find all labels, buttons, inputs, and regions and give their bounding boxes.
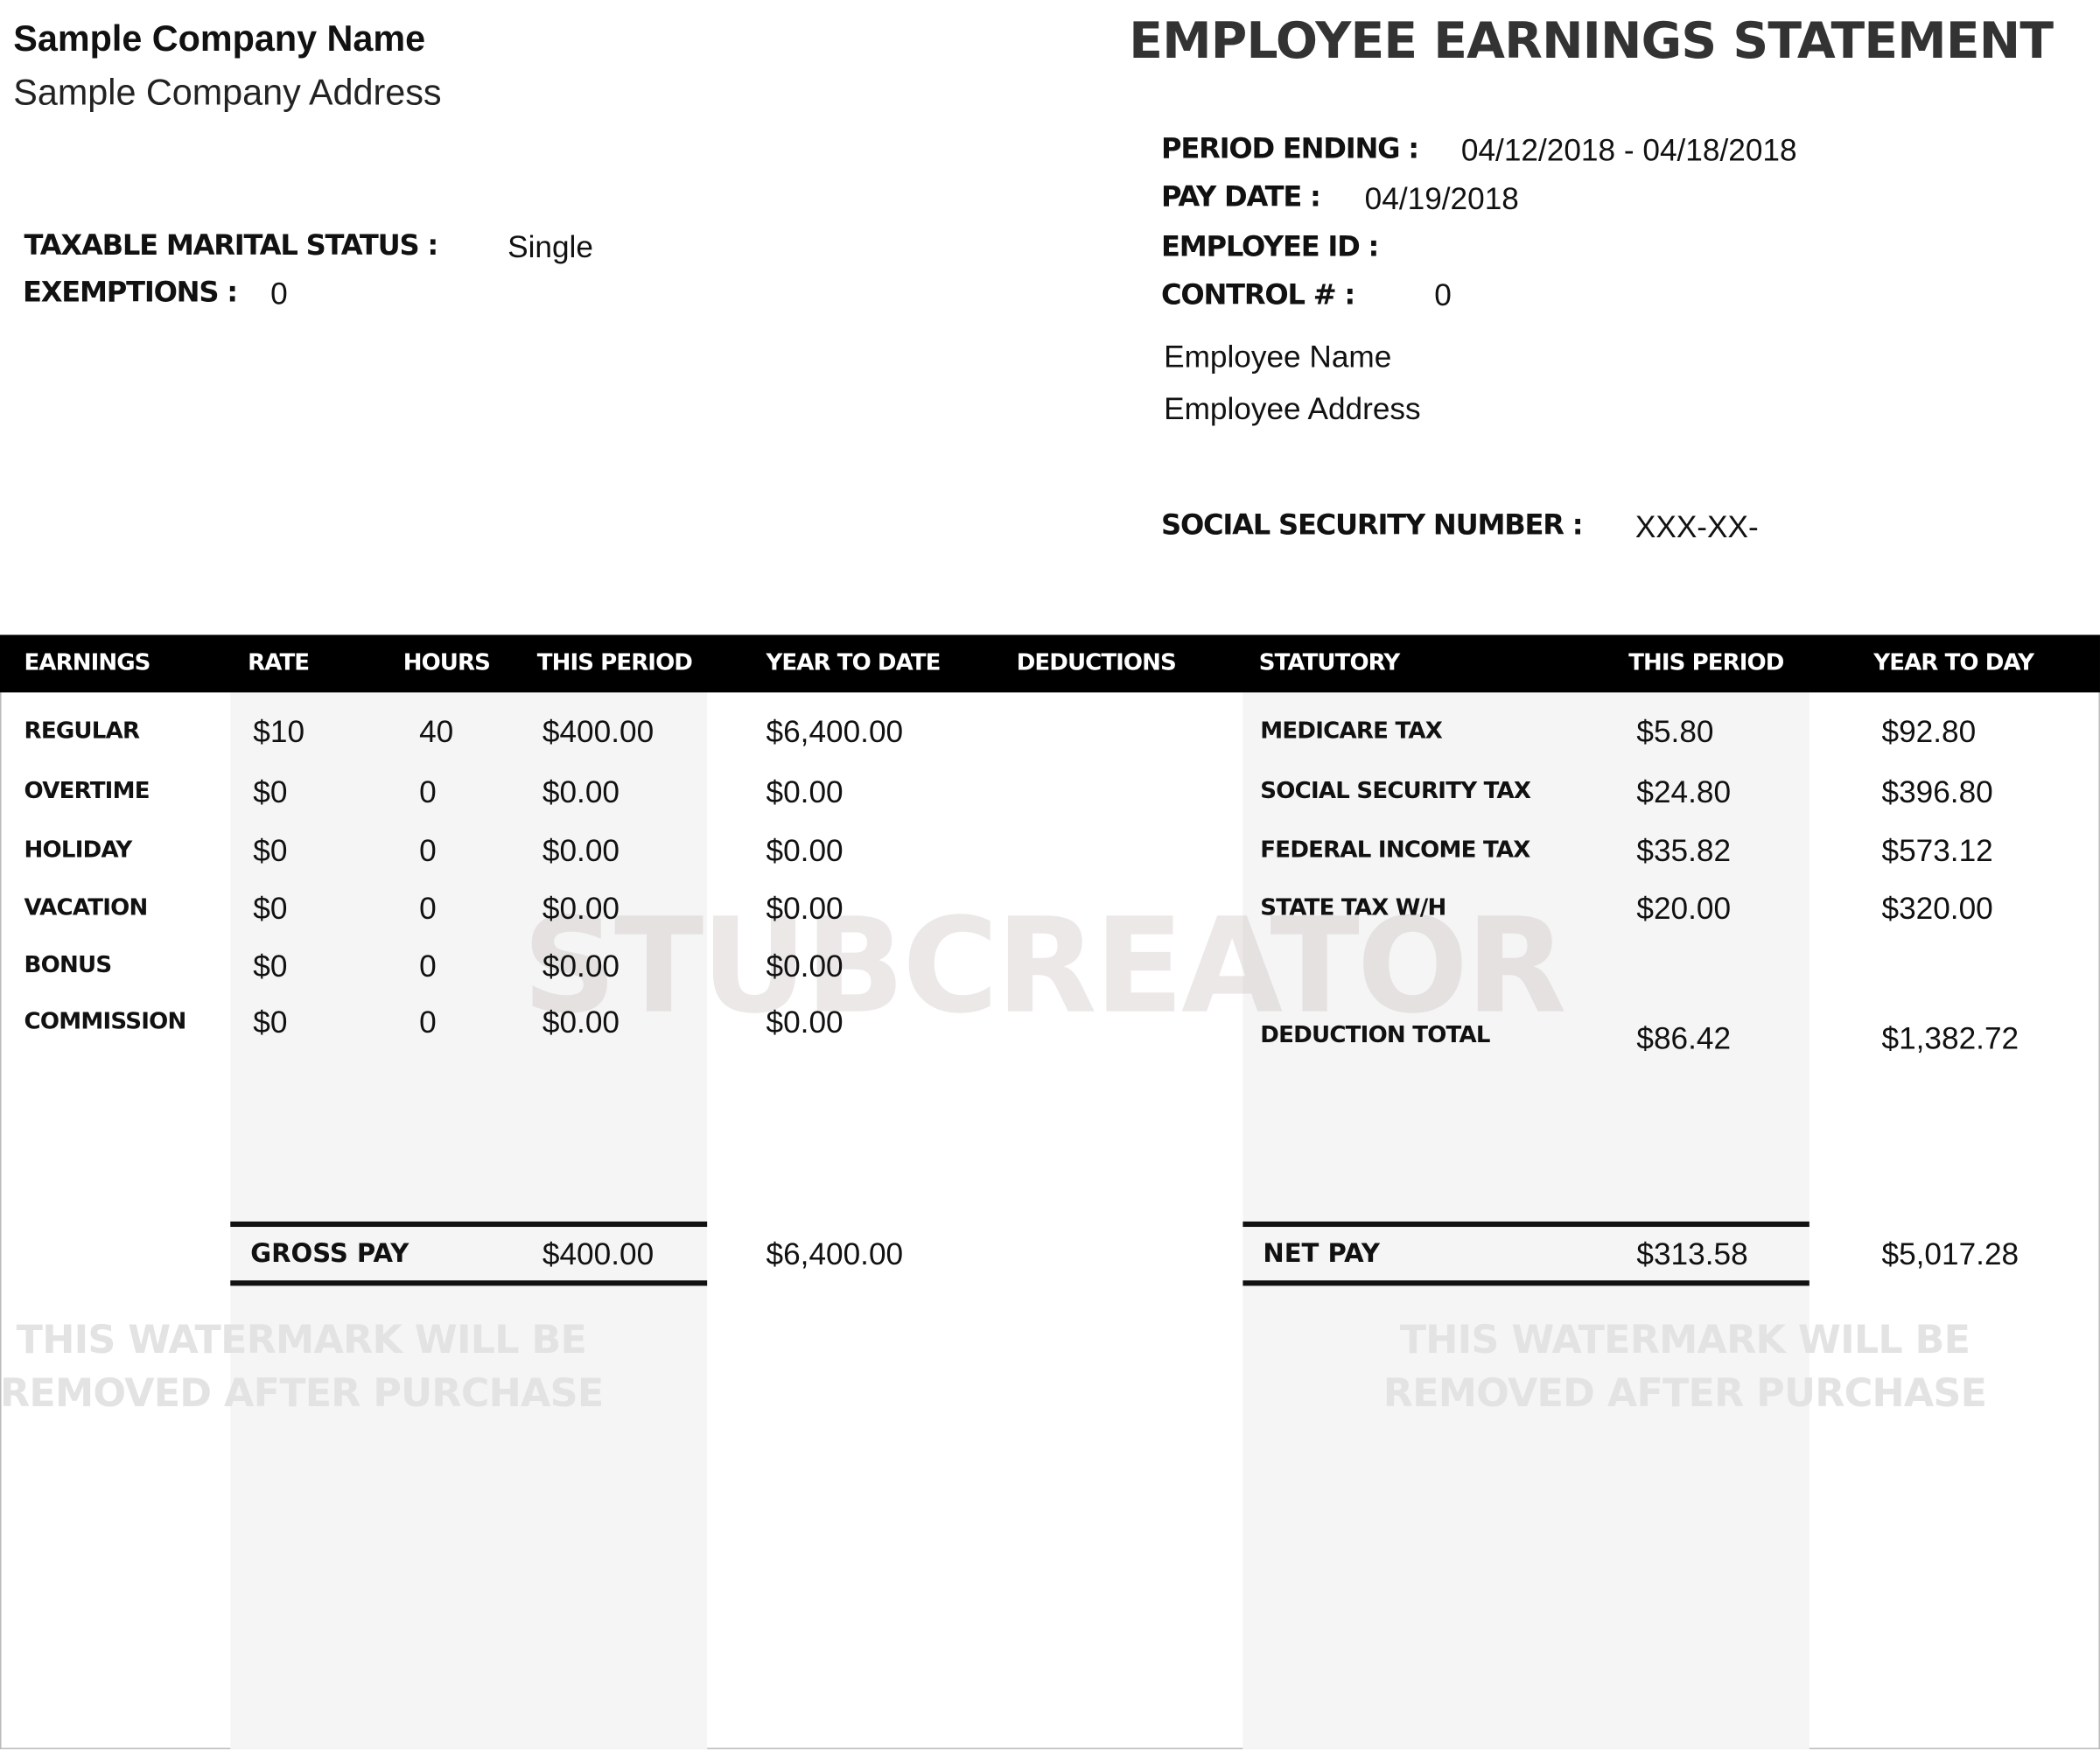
net-pay-period: $313.58 xyxy=(1636,1236,1748,1271)
employee-name: Employee Name xyxy=(1164,339,1392,375)
marital-status-value: Single xyxy=(508,228,593,264)
earnings-row-this-period: $0.00 xyxy=(542,1004,620,1040)
deduction-row-ytd: $320.00 xyxy=(1881,890,1993,926)
company-name: Sample Company Name xyxy=(13,18,426,60)
earnings-row-label: BONUS xyxy=(24,952,113,979)
earnings-row-this-period: $0.00 xyxy=(542,890,620,926)
deduction-row-label: FEDERAL INCOME TAX xyxy=(1260,837,1530,865)
table-frame xyxy=(0,634,2100,1749)
exemptions-label: EXEMPTIONS : xyxy=(23,276,238,309)
exemptions-value: 0 xyxy=(270,276,288,312)
deduction-row-this-period: $5.80 xyxy=(1636,713,1714,749)
column-band-left xyxy=(230,692,708,1749)
earnings-row-hours: 0 xyxy=(419,1004,437,1040)
gross-rule-bottom xyxy=(230,1280,708,1286)
earnings-row-rate: $0 xyxy=(253,1004,288,1040)
earnings-row-hours: 0 xyxy=(419,833,437,868)
watermark-line-1: THIS WATERMARK WILL BE xyxy=(16,1316,587,1362)
control-label: CONTROL # : xyxy=(1161,278,1355,312)
earnings-row-this-period: $0.00 xyxy=(542,833,620,868)
header-year-to-day: YEAR TO DAY xyxy=(1873,649,2034,676)
earnings-row-ytd: $0.00 xyxy=(766,1004,844,1040)
header-stat-this-period: THIS PERIOD xyxy=(1628,649,1784,676)
deduction-row-this-period: $20.00 xyxy=(1636,890,1732,926)
header-rate: RATE xyxy=(248,649,310,676)
marital-status-label: TAXABLE MARITAL STATUS : xyxy=(24,228,439,262)
table-header: EARNINGS RATE HOURS THIS PERIOD YEAR TO … xyxy=(0,634,2100,693)
earnings-row-rate: $0 xyxy=(253,833,288,868)
deduction-row-this-period: $35.82 xyxy=(1636,833,1732,868)
earnings-row-ytd: $0.00 xyxy=(766,833,844,868)
earnings-row-label: OVERTIME xyxy=(24,778,150,805)
deduction-row-ytd: $396.80 xyxy=(1881,774,1993,809)
employee-address: Employee Address xyxy=(1164,390,1421,426)
earnings-row-label: REGULAR xyxy=(24,718,140,746)
deduction-row-ytd: $92.80 xyxy=(1881,713,1977,749)
header-this-period: THIS PERIOD xyxy=(536,649,693,676)
ssn-label: SOCIAL SECURITY NUMBER : xyxy=(1161,508,1584,542)
ssn-value: XXX-XX- xyxy=(1634,508,1759,544)
column-band-right xyxy=(1242,692,1810,1749)
earnings-row-hours: 40 xyxy=(419,713,454,749)
watermark-line-2: REMOVED AFTER PURCHASE xyxy=(1382,1369,1987,1416)
watermark-notice-right: THIS WATERMARK WILL BE REMOVED AFTER PUR… xyxy=(1380,1313,1991,1419)
deduction-row-this-period: $24.80 xyxy=(1636,774,1732,809)
pay-date-label: PAY DATE : xyxy=(1161,180,1321,214)
earnings-row-label: COMMISSION xyxy=(24,1008,187,1036)
net-pay-label: NET PAY xyxy=(1263,1238,1380,1269)
watermark-line-2: REMOVED AFTER PURCHASE xyxy=(0,1369,604,1416)
earnings-row-hours: 0 xyxy=(419,890,437,926)
deduction-row-label: MEDICARE TAX xyxy=(1260,718,1443,746)
gross-pay-label: GROSS PAY xyxy=(250,1238,410,1269)
control-value: 0 xyxy=(1434,277,1452,312)
period-ending-label: PERIOD ENDING : xyxy=(1161,132,1419,165)
earnings-row-ytd: $6,400.00 xyxy=(766,713,904,749)
gross-pay-period: $400.00 xyxy=(542,1236,654,1271)
header-deductions: DEDUCTIONS xyxy=(1016,649,1177,676)
period-ending-value: 04/12/2018 - 04/18/2018 xyxy=(1460,132,1797,168)
net-rule-top xyxy=(1242,1221,1810,1228)
watermark-stubcreator: STUBCREATOR xyxy=(522,890,1567,1044)
deduction-row-ytd: $573.12 xyxy=(1881,833,1993,868)
deduction-total-label: DEDUCTION TOTAL xyxy=(1260,1021,1490,1049)
employee-id-label: EMPLOYEE ID : xyxy=(1161,230,1379,263)
earnings-row-this-period: $0.00 xyxy=(542,774,620,809)
earnings-row-ytd: $0.00 xyxy=(766,890,844,926)
watermark-line-1: THIS WATERMARK WILL BE xyxy=(1399,1316,1970,1362)
deduction-total-ytd: $1,382.72 xyxy=(1881,1020,2020,1056)
earnings-row-this-period: $0.00 xyxy=(542,948,620,984)
gross-pay-ytd: $6,400.00 xyxy=(766,1236,904,1271)
earnings-row-label: VACATION xyxy=(24,894,149,922)
earnings-row-hours: 0 xyxy=(419,774,437,809)
earnings-row-ytd: $0.00 xyxy=(766,774,844,809)
watermark-notice-left: THIS WATERMARK WILL BE REMOVED AFTER PUR… xyxy=(0,1313,604,1419)
gross-rule-top xyxy=(230,1221,708,1228)
company-address: Sample Company Address xyxy=(13,72,442,113)
earnings-row-rate: $10 xyxy=(253,713,305,749)
pay-date-value: 04/19/2018 xyxy=(1364,180,1519,216)
deduction-row-label: SOCIAL SECURITY TAX xyxy=(1260,778,1531,805)
header-year-to-date: YEAR TO DATE xyxy=(766,649,942,676)
deduction-total-period: $86.42 xyxy=(1636,1020,1732,1056)
earnings-row-rate: $0 xyxy=(253,774,288,809)
header-hours: HOURS xyxy=(402,649,491,676)
deduction-row-label: STATE TAX W/H xyxy=(1260,894,1446,922)
earnings-row-label: HOLIDAY xyxy=(24,837,133,865)
earnings-row-hours: 0 xyxy=(419,948,437,984)
earnings-row-rate: $0 xyxy=(253,948,288,984)
net-pay-ytd: $5,017.28 xyxy=(1881,1236,2020,1271)
earnings-row-rate: $0 xyxy=(253,890,288,926)
header-statutory: STATUTORY xyxy=(1258,649,1400,676)
page-title: EMPLOYEE EARNINGS STATEMENT xyxy=(1129,11,2054,70)
earnings-row-ytd: $0.00 xyxy=(766,948,844,984)
header-earnings: EARNINGS xyxy=(24,649,151,676)
earnings-row-this-period: $400.00 xyxy=(542,713,654,749)
net-rule-bottom xyxy=(1242,1280,1810,1286)
